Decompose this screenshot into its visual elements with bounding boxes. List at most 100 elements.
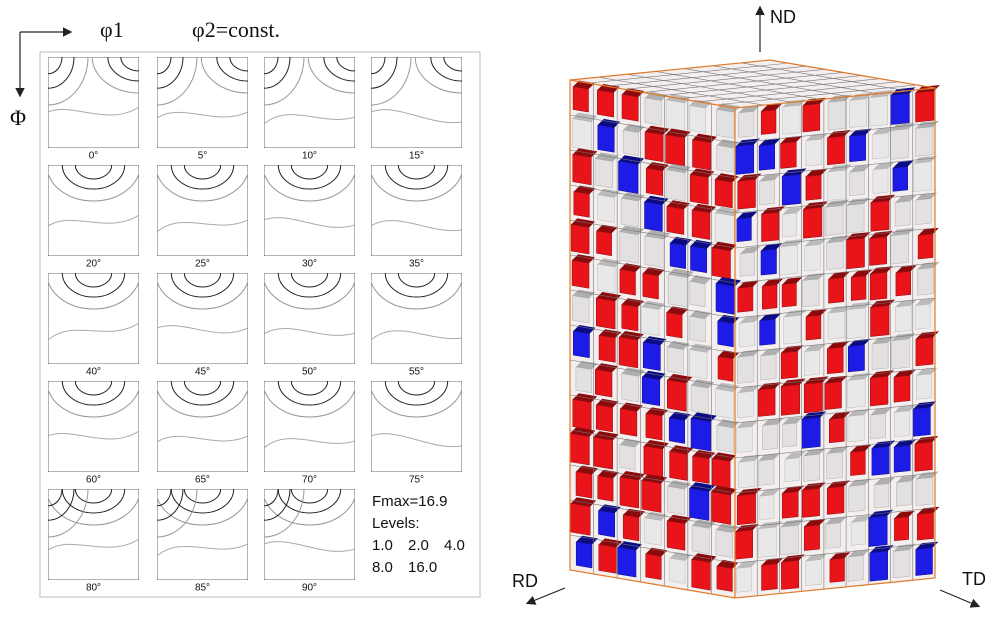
section-frame (48, 381, 139, 472)
grid-wire (734, 402, 936, 424)
crystal (717, 320, 734, 348)
crystal (758, 144, 775, 171)
crystal-side (870, 407, 892, 415)
crystal (892, 549, 911, 579)
crystal-side (644, 511, 668, 521)
crystal-side (803, 448, 826, 456)
crystal-side (597, 469, 620, 479)
section-frame (371, 381, 462, 472)
odf-section (371, 57, 462, 148)
contour (48, 538, 139, 551)
grid-wire (569, 114, 736, 144)
crystal (738, 460, 756, 489)
crystal-side (623, 124, 645, 133)
contour (170, 273, 235, 298)
contour (157, 171, 248, 202)
contour (61, 489, 126, 514)
crystal-side (758, 453, 781, 461)
crystal (714, 179, 733, 209)
odf-section (157, 381, 248, 472)
crystal (737, 390, 754, 418)
crystal (692, 455, 710, 484)
section-frame (48, 489, 139, 580)
crystal (736, 493, 756, 526)
contour (183, 381, 222, 396)
crystal (666, 312, 683, 339)
odf-panel: φ1 φ2=const. Φ Fmax=16.9 Levels: 0° 5° 10°… (10, 17, 481, 598)
crystal-side (736, 560, 758, 569)
contour (384, 381, 449, 406)
rd-label: RD (512, 571, 538, 591)
crystal-side (572, 289, 595, 299)
grid-wire (741, 62, 907, 92)
crystal (642, 376, 661, 406)
crystal (804, 524, 820, 551)
crystal-side (804, 344, 826, 352)
crystal-side (805, 553, 828, 562)
crystal-side (575, 360, 598, 370)
crystal (642, 341, 661, 371)
crystal (805, 559, 822, 587)
contour (264, 328, 355, 336)
crystal (645, 167, 664, 196)
crystal (762, 284, 778, 310)
crystal (803, 454, 820, 482)
crystal (846, 203, 865, 234)
crystal (572, 86, 589, 113)
crystal (917, 267, 934, 296)
levels-title: Levels: (372, 515, 420, 532)
crystal (575, 541, 593, 569)
crystal (666, 520, 686, 551)
crystal (594, 158, 614, 189)
crystal-side (761, 243, 783, 251)
crystal (644, 517, 662, 546)
phi2-label: φ2=const. (192, 17, 280, 42)
grid-wire (569, 149, 736, 179)
grid-wire (734, 157, 936, 179)
crystal-side (669, 552, 692, 561)
crystal (849, 98, 867, 128)
crystal (716, 145, 734, 173)
section-label: 20° (86, 259, 101, 270)
section-label: 0° (89, 151, 99, 162)
contour (157, 279, 248, 310)
crystal-side (848, 478, 871, 487)
contour (48, 495, 139, 526)
crystal-side (782, 485, 805, 494)
crystal (850, 520, 866, 546)
crystal (618, 231, 639, 264)
crystal-side (738, 105, 760, 113)
grid-wire (569, 219, 736, 249)
contour (74, 489, 113, 504)
crystal-side (895, 195, 917, 203)
crystal (869, 550, 888, 582)
section-label: 5° (198, 151, 208, 162)
grid-wire (588, 62, 789, 84)
section-frame (157, 489, 248, 580)
crystal (643, 445, 663, 478)
crystal (803, 382, 823, 414)
grid-wire (569, 254, 736, 284)
contour (336, 57, 355, 72)
crystal (618, 160, 639, 194)
crystal-side (759, 313, 782, 321)
crystal (736, 566, 752, 593)
contour (397, 273, 436, 288)
section-label: 50° (302, 367, 317, 378)
crystal (869, 236, 887, 266)
crystal (737, 355, 755, 384)
crystal-side (804, 519, 826, 527)
crystal (669, 451, 688, 481)
crystal (597, 124, 615, 153)
crystal-side (781, 345, 804, 353)
crystal (849, 170, 865, 197)
contour (384, 273, 449, 298)
contour (277, 273, 342, 298)
section-label: 30° (302, 259, 317, 270)
crystal-side (576, 465, 598, 475)
crystal (669, 557, 686, 584)
crystal (916, 512, 934, 541)
grid-wire (734, 542, 936, 564)
section-label: 15° (409, 151, 424, 162)
crystal (829, 557, 845, 583)
